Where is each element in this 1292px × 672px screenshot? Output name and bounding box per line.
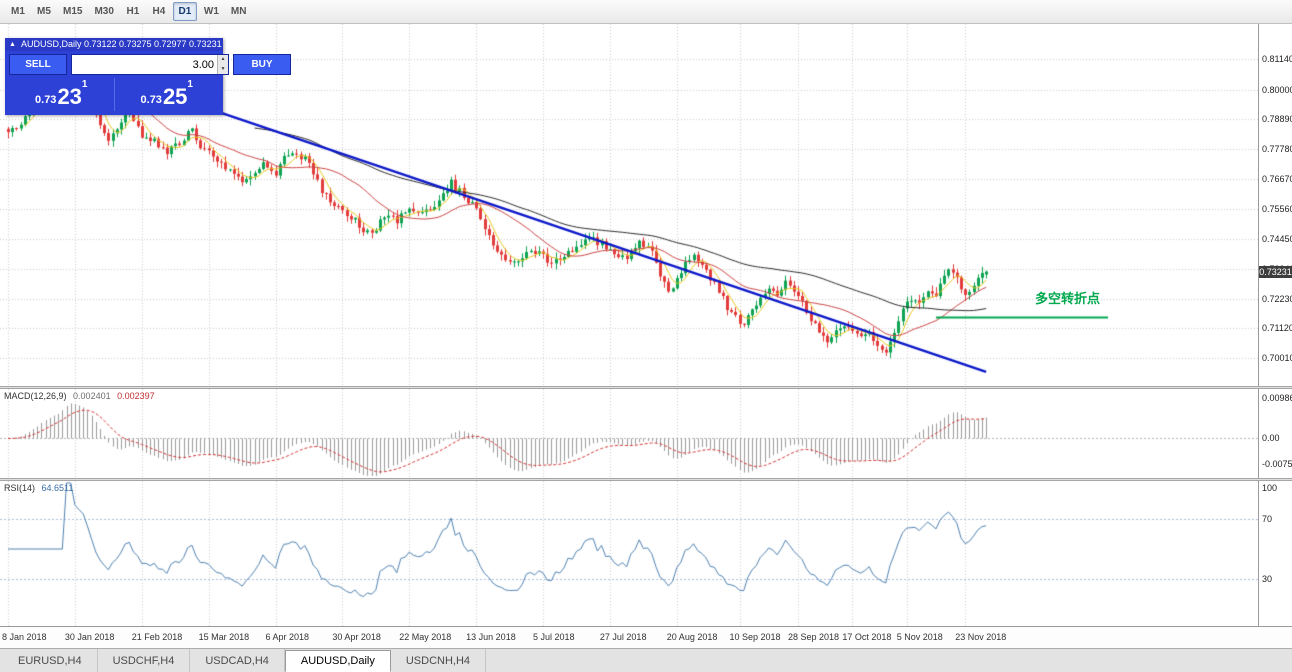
chart-tab-usdcad-h4[interactable]: USDCAD,H4 (190, 649, 285, 672)
price-axis: 0.81140 0.80000 0.78890 0.77780 0.76670 0.755… (1258, 24, 1292, 386)
panel-divider[interactable] (0, 478, 1292, 481)
timeframe-h1[interactable]: H1 (126, 6, 140, 17)
rsi-axis-label: 30 (1262, 574, 1273, 584)
buy-price-display[interactable]: 0.73 25 1 (113, 78, 220, 111)
date-axis-label: 10 Sep 2018 (729, 632, 781, 642)
date-axis-label: 23 Nov 2018 (955, 632, 1007, 642)
price-axis-label: 0.75560 (1262, 204, 1292, 214)
volume-down-button[interactable]: ▼ (218, 64, 228, 74)
price-axis-label: 0.78890 (1262, 114, 1292, 125)
timeframe-m1[interactable]: M1 (11, 6, 25, 17)
date-axis-label: 20 Aug 2018 (666, 632, 718, 642)
macd-axis: 0.009863 0.00 -0.007541 (1258, 389, 1292, 478)
rsi-value: 64.6511 (41, 483, 74, 493)
volume-control: ▲ ▼ (71, 54, 229, 75)
macd-axis-label: 0.009863 (1262, 393, 1292, 403)
rsi-header: RSI(14) 64.6511 (4, 483, 73, 493)
price-axis-label: 0.72230 (1262, 293, 1292, 304)
one-click-trading-panel: ▲ AUDUSD,Daily 0.73122 0.73275 0.72977 0… (5, 38, 291, 115)
chart-tab-usdcnh-h4[interactable]: USDCNH,H4 (390, 649, 487, 672)
sell-price-big-digits: 23 (57, 84, 82, 109)
macd-axis-label: 0.00 (1262, 433, 1280, 443)
timeframe-m30[interactable]: M30 (94, 6, 114, 17)
price-axis-label: 0.80000 (1262, 84, 1292, 95)
date-axis-label: 5 Nov 2018 (896, 632, 943, 642)
price-axis-label: 0.77780 (1262, 144, 1292, 155)
rsi-axis-label: 100 (1262, 483, 1278, 493)
date-axis: 8 Jan 2018 30 Jan 2018 21 Feb 2018 15 Mar 2… (0, 626, 1292, 648)
date-axis-label: 21 Feb 2018 (131, 632, 183, 642)
sell-price-pipette: 1 (81, 79, 88, 90)
buy-price-prefix: 0.73 (140, 94, 162, 106)
turning-point-annotation: 多空转折点 (1035, 291, 1101, 306)
chart-tab-bar: EURUSD,H4 USDCHF,H4 USDCAD,H4 AUDUSD,Daily U… (0, 648, 1292, 672)
rsi-axis: 100 70 30 (1258, 481, 1292, 626)
macd-main-value: 0.002401 (73, 391, 111, 401)
date-axis-label: 22 May 2018 (399, 632, 452, 642)
timeframe-m5[interactable]: M5 (37, 6, 51, 17)
volume-up-button[interactable]: ▲ (218, 55, 228, 65)
timeframe-toolbar: M1 M5 M15 M30 H1 H4 D1 W1 MN (0, 0, 1292, 24)
date-axis-label: 28 Sep 2018 (788, 632, 840, 642)
price-axis-label: 0.74450 (1262, 233, 1292, 244)
volume-stepper: ▲ ▼ (217, 55, 228, 74)
buy-price-big-digits: 25 (162, 84, 188, 109)
sell-button[interactable]: SELL (9, 54, 67, 75)
buy-price-pipette: 1 (187, 79, 193, 90)
chart-ohlc-label: AUDUSD,Daily 0.73122 0.73275 0.72977 0.7… (20, 39, 222, 49)
date-axis-label: 13 Jun 2018 (466, 632, 516, 642)
timeframe-w1[interactable]: W1 (203, 6, 219, 17)
macd-header: MACD(12,26,9) 0.002401 0.002397 (4, 391, 155, 401)
price-axis-label: 0.71120 (1262, 323, 1292, 334)
chart-tab-audusd-daily[interactable]: AUDUSD,Daily (284, 650, 391, 672)
main-chart-panel: 0.81140 0.80000 0.78890 0.77780 0.76670 0.755… (0, 24, 1292, 386)
macd-signal-value: 0.002397 (117, 391, 155, 401)
date-axis-label: 17 Oct 2018 (842, 632, 892, 642)
price-axis-label: 0.76670 (1262, 174, 1292, 185)
buy-button[interactable]: BUY (233, 54, 291, 75)
timeframe-h4[interactable]: H4 (152, 6, 166, 17)
price-axis-label: 0.70010 (1262, 353, 1292, 364)
macd-axis-label: -0.007541 (1262, 459, 1292, 469)
timeframe-m15[interactable]: M15 (63, 6, 83, 17)
rsi-axis-label: 70 (1262, 514, 1273, 524)
rsi-panel: RSI(14) 64.6511 100 70 30 (0, 481, 1292, 626)
trade-panel-header[interactable]: ▲ AUDUSD,Daily 0.73122 0.73275 0.72977 0… (5, 38, 223, 51)
panel-divider[interactable] (0, 386, 1292, 389)
date-axis-label: 5 Jul 2018 (533, 632, 575, 642)
current-price-badge: 0.73231 (1259, 266, 1292, 278)
date-axis-label: 8 Jan 2018 (2, 632, 47, 642)
macd-label: MACD(12,26,9) (4, 391, 67, 401)
price-axis-label: 0.81140 (1262, 54, 1292, 64)
date-axis-label: 30 Apr 2018 (332, 632, 381, 642)
date-axis-label: 6 Apr 2018 (265, 632, 310, 642)
rsi-canvas[interactable] (0, 481, 1258, 626)
sell-price-display[interactable]: 0.73 23 1 (9, 78, 114, 111)
collapse-arrow-icon[interactable]: ▲ (9, 41, 16, 48)
sell-price-prefix: 0.73 (35, 94, 57, 106)
date-axis-label: 27 Jul 2018 (599, 632, 647, 642)
date-axis-label: 15 Mar 2018 (198, 632, 250, 642)
timeframe-bar: M1 M5 M15 M30 H1 H4 D1 W1 MN (6, 2, 251, 21)
macd-canvas[interactable] (0, 389, 1258, 478)
chart-tab-usdchf-h4[interactable]: USDCHF,H4 (97, 649, 191, 672)
chart-tab-eurusd-h4[interactable]: EURUSD,H4 (3, 649, 98, 672)
timeframe-mn[interactable]: MN (230, 6, 247, 17)
macd-panel: MACD(12,26,9) 0.002401 0.002397 0.009863… (0, 389, 1292, 478)
trade-panel-body: SELL ▲ ▼ BUY 0.73 23 1 0.73 (5, 51, 291, 115)
timeframe-d1[interactable]: D1 (172, 2, 197, 21)
volume-input[interactable] (72, 55, 217, 74)
rsi-label: RSI(14) (4, 483, 36, 493)
date-axis-label: 30 Jan 2018 (64, 632, 115, 642)
